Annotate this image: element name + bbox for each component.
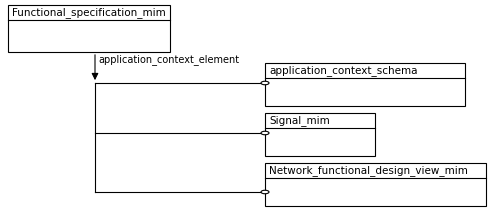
Bar bbox=[265, 63, 465, 106]
Circle shape bbox=[261, 131, 269, 135]
Text: Functional_specification_mim: Functional_specification_mim bbox=[12, 7, 166, 18]
Bar bbox=[265, 113, 375, 156]
Bar bbox=[8, 5, 170, 52]
Text: Signal_mim: Signal_mim bbox=[269, 115, 330, 126]
Bar bbox=[265, 163, 486, 206]
Text: Network_functional_design_view_mim: Network_functional_design_view_mim bbox=[269, 165, 468, 176]
Text: application_context_element: application_context_element bbox=[98, 54, 239, 65]
Circle shape bbox=[261, 81, 269, 85]
Text: application_context_schema: application_context_schema bbox=[269, 65, 417, 76]
Circle shape bbox=[261, 190, 269, 194]
